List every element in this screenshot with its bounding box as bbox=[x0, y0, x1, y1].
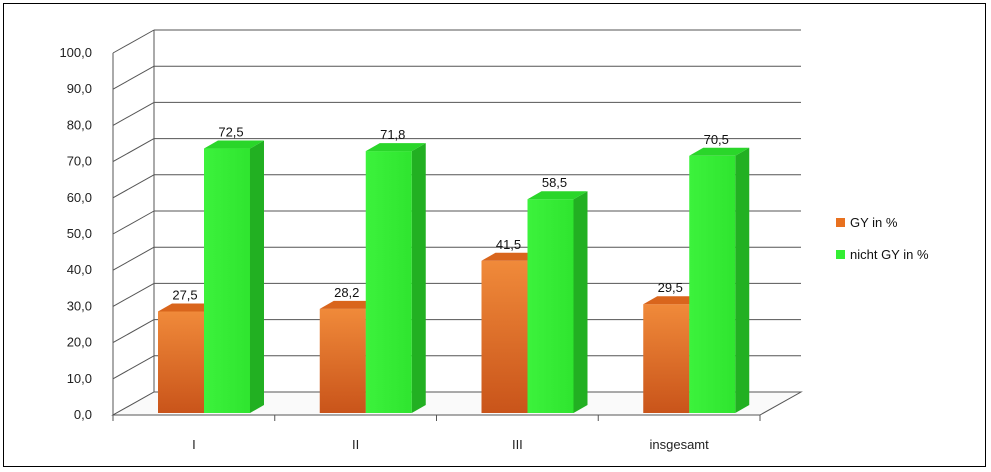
bar-side bbox=[250, 140, 264, 414]
data-label: 72,5 bbox=[218, 125, 243, 140]
data-label: 41,5 bbox=[496, 237, 521, 252]
gridline-depth bbox=[112, 101, 155, 126]
x-tick-label: III bbox=[512, 437, 523, 452]
data-label: 58,5 bbox=[542, 175, 567, 190]
bar-nicht-gy bbox=[365, 143, 426, 414]
bar-top bbox=[527, 191, 588, 200]
y-tick-label: 0,0 bbox=[74, 407, 92, 422]
legend-label: nicht GY in % bbox=[850, 247, 929, 262]
gridline-depth bbox=[112, 355, 155, 380]
data-label: 27,5 bbox=[172, 287, 197, 302]
bar-top bbox=[158, 303, 218, 312]
bar-front bbox=[319, 308, 366, 413]
y-tick-label: 80,0 bbox=[67, 117, 92, 132]
bar-front bbox=[689, 155, 736, 414]
y-tick-label: 90,0 bbox=[67, 81, 92, 96]
x-tick-label: I bbox=[192, 437, 196, 452]
bar-top bbox=[689, 147, 750, 156]
bar-front bbox=[204, 148, 250, 414]
x-axis: I II III insgesamt bbox=[112, 414, 761, 452]
bar-front bbox=[527, 199, 574, 413]
y-tick-label: 60,0 bbox=[67, 190, 92, 205]
y-tick-label: 70,0 bbox=[67, 154, 92, 169]
gridline-depth bbox=[112, 282, 155, 307]
bar-top bbox=[643, 296, 704, 305]
y-tick-label: 30,0 bbox=[67, 298, 92, 313]
bar-top bbox=[481, 252, 542, 261]
bar-front bbox=[643, 304, 690, 413]
x-tick-label: insgesamt bbox=[650, 437, 710, 452]
gridline-depth bbox=[112, 174, 155, 199]
gridline-depth bbox=[112, 319, 155, 344]
legend-label: GY in % bbox=[850, 215, 898, 230]
gridline-depth bbox=[112, 65, 155, 90]
bar-top bbox=[204, 140, 264, 149]
data-label: 70,5 bbox=[704, 132, 729, 147]
y-tick-label: 50,0 bbox=[67, 226, 92, 241]
bar-nicht-gy bbox=[527, 191, 588, 413]
data-labels: 27,5 72,5 28,2 71,8 41,5 58,5 29,5 70,5 bbox=[172, 125, 729, 303]
bar-side bbox=[573, 191, 588, 413]
y-tick-label: 10,0 bbox=[67, 371, 92, 386]
gridline-depth bbox=[112, 138, 155, 163]
bars bbox=[158, 140, 750, 414]
bar-front bbox=[365, 151, 412, 414]
x-tick-label: II bbox=[352, 437, 359, 452]
gridline-depth bbox=[112, 210, 155, 235]
legend-swatch bbox=[836, 250, 845, 259]
gridline-depth bbox=[112, 246, 155, 271]
bar-front bbox=[481, 260, 528, 413]
gridline-depth bbox=[112, 29, 155, 54]
bar-side bbox=[411, 143, 426, 414]
y-tick-label: 100,0 bbox=[59, 45, 92, 60]
y-tick-label: 20,0 bbox=[67, 335, 92, 350]
bar-side bbox=[735, 147, 750, 414]
bar-front bbox=[158, 311, 204, 413]
y-tick-label: 40,0 bbox=[67, 262, 92, 277]
data-label: 29,5 bbox=[658, 280, 683, 295]
bar-top bbox=[365, 143, 426, 152]
data-label: 28,2 bbox=[334, 285, 359, 300]
data-label: 71,8 bbox=[380, 127, 405, 142]
legend: GY in % nicht GY in % bbox=[836, 215, 929, 262]
bar-nicht-gy bbox=[204, 140, 264, 414]
legend-swatch bbox=[836, 218, 845, 227]
y-axis: 0,0 10,0 20,0 30,0 40,0 50,0 60,0 70,0 80,0 90,0 1… bbox=[59, 45, 114, 422]
bar-top bbox=[319, 300, 380, 309]
bar-nicht-gy bbox=[689, 147, 750, 414]
